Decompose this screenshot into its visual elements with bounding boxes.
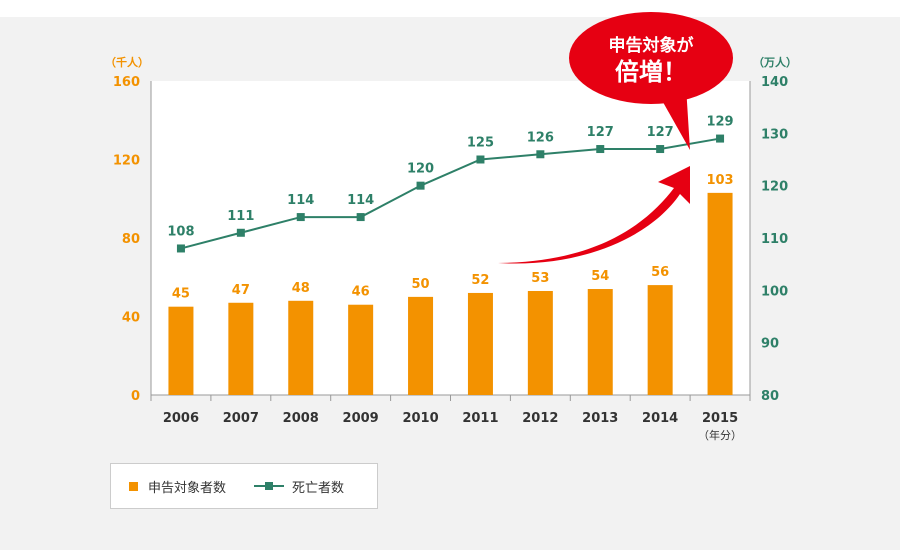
y-right-tick-label: 90 <box>761 337 779 352</box>
bar <box>527 290 553 395</box>
bar-value-label: 53 <box>531 271 549 286</box>
bar-value-label: 47 <box>232 283 250 298</box>
bar-value-label: 48 <box>292 281 310 296</box>
bar <box>228 302 254 395</box>
x-tick-label: 2014 <box>642 411 678 426</box>
y-right-tick-label: 100 <box>761 284 788 299</box>
line-series <box>180 137 721 250</box>
y-right-tick-label: 140 <box>761 75 788 90</box>
line-marker <box>476 155 485 164</box>
line-value-label: 125 <box>467 136 494 151</box>
x-tick-label: 2009 <box>343 411 379 426</box>
line-marker <box>596 145 605 154</box>
y-left-unit: （千人） <box>105 55 149 69</box>
line-value-label: 126 <box>527 130 554 145</box>
y-left-tick-label: 0 <box>131 389 140 404</box>
line-value-label: 114 <box>287 193 314 208</box>
legend-item-line: 死亡者数 <box>254 477 344 496</box>
line-marker <box>236 228 245 237</box>
bar-value-label: 52 <box>471 273 489 288</box>
bar <box>348 304 374 395</box>
legend-line-label: 死亡者数 <box>292 480 345 496</box>
x-tick-label: 2008 <box>283 411 319 426</box>
line-marker <box>416 181 425 190</box>
y-left-tick-label: 40 <box>122 311 140 326</box>
y-right-tick-label: 130 <box>761 127 788 142</box>
legend-item-bars: 申告対象者数 <box>129 477 226 496</box>
line-marker <box>296 213 305 222</box>
bar-value-label: 45 <box>172 287 190 302</box>
callout-line1: 申告対象が <box>609 35 694 56</box>
bar <box>288 300 314 395</box>
bar <box>587 289 613 395</box>
bar <box>408 296 434 395</box>
line-marker <box>656 145 665 154</box>
bar <box>467 292 493 395</box>
y-right-unit: （万人） <box>753 55 797 69</box>
y-right-tick-label: 120 <box>761 180 788 195</box>
bar <box>168 306 194 395</box>
legend-bar-label: 申告対象者数 <box>148 480 227 496</box>
legend-line-swatch <box>254 482 285 490</box>
bar-value-label: 103 <box>706 173 733 188</box>
x-tick-label: 2013 <box>582 411 618 426</box>
x-tick-label: 2011 <box>462 411 498 426</box>
x-tick-label: 2015 <box>702 411 738 426</box>
bar-value-label: 46 <box>352 285 370 300</box>
y-right-tick-label: 110 <box>761 232 788 247</box>
line-value-label: 114 <box>347 193 374 208</box>
bar-value-label: 54 <box>591 269 609 284</box>
line-marker <box>176 244 185 253</box>
y-left-tick-label: 80 <box>122 232 140 247</box>
x-tick-label: 2007 <box>223 411 259 426</box>
y-left-tick-label: 160 <box>113 75 140 90</box>
callout-line2: 倍増！ <box>615 58 687 86</box>
legend: 申告対象者数 死亡者数 <box>110 463 378 509</box>
callout-arrow <box>498 166 690 264</box>
bar <box>707 192 733 395</box>
callout-bubble <box>569 12 733 104</box>
bar-value-label: 50 <box>412 277 430 292</box>
line-value-label: 127 <box>647 125 674 140</box>
x-tick-label: 2010 <box>402 411 438 426</box>
line-marker <box>356 213 365 222</box>
line-marker <box>716 134 725 143</box>
bar-value-label: 56 <box>651 265 669 280</box>
x-tick-label: 2006 <box>163 411 199 426</box>
line-value-label: 127 <box>587 125 614 140</box>
bar <box>647 285 673 395</box>
line-marker <box>536 150 545 159</box>
line-value-label: 111 <box>227 209 254 224</box>
line-value-label: 108 <box>167 224 194 239</box>
legend-bar-swatch <box>129 481 138 491</box>
y-right-tick-label: 80 <box>761 389 779 404</box>
y-left-tick-label: 120 <box>113 154 140 169</box>
line-value-label: 129 <box>706 115 733 130</box>
x-unit: （年分） <box>698 428 742 442</box>
x-tick-label: 2012 <box>522 411 558 426</box>
line-value-label: 120 <box>407 162 434 177</box>
